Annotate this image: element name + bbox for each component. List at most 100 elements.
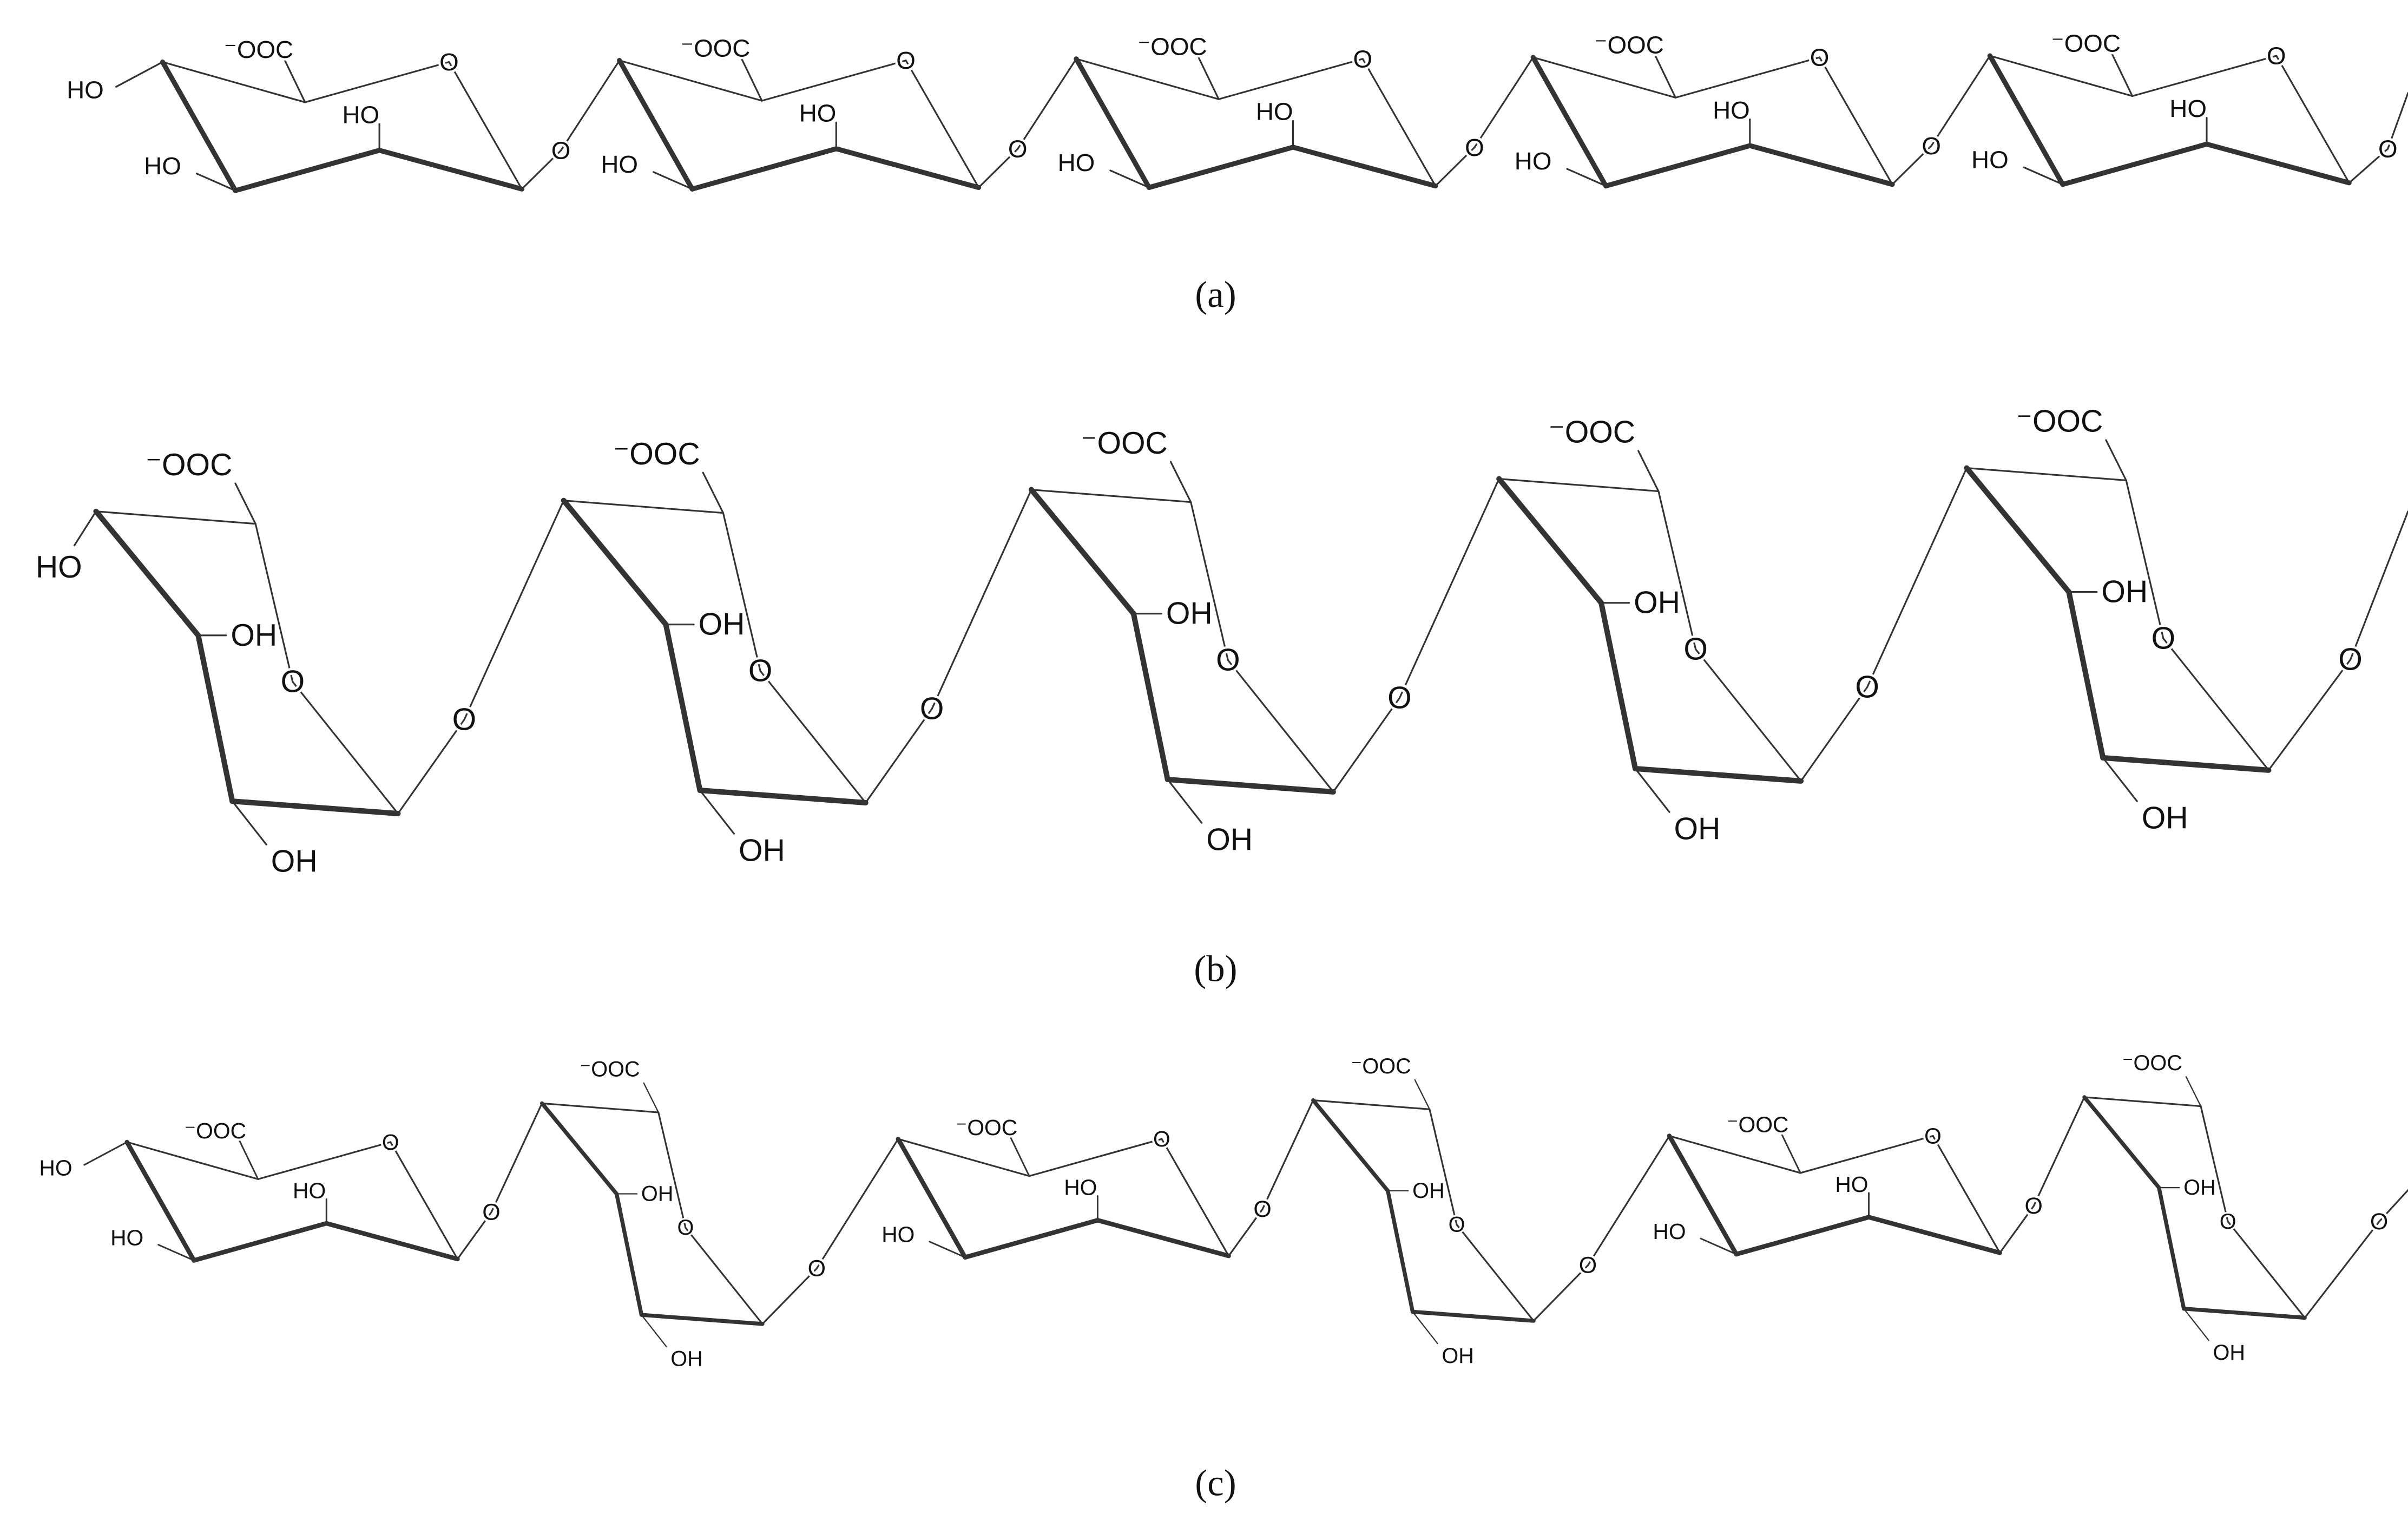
ring-bond [689, 146, 839, 192]
ring-bond [1532, 56, 1676, 99]
carboxylate-label: ⁻OOC [1137, 32, 1207, 60]
ring-bond [448, 61, 523, 190]
ring-bond [1747, 143, 1895, 187]
carboxylate-label-bond [739, 55, 763, 102]
ring-bond [2182, 1307, 2307, 1320]
ring-bond [1074, 56, 1152, 190]
hydroxyl-label-bond [2102, 757, 2138, 802]
ring-bond [1456, 1223, 1535, 1322]
ring-bond [1799, 1135, 1934, 1174]
hydroxyl-label: OH [739, 834, 785, 868]
glycosidic-bond [463, 500, 565, 721]
ring-bond [1603, 143, 1753, 189]
ring-bond [1496, 476, 1604, 606]
residue: ⁻OOC HO HO O [1512, 29, 1895, 189]
ring-bond [1657, 490, 1697, 651]
panel-caption: (a) [1195, 274, 1236, 315]
ring-bond [1146, 145, 1296, 190]
hydroxyl-label: HO [1064, 1175, 1097, 1200]
ring-bond [759, 670, 867, 804]
linkage-oxygen-label: O [1008, 135, 1028, 163]
ring-bond [1095, 1218, 1231, 1259]
carboxylate-label: ⁻OOC [613, 437, 700, 471]
panel: ⁻OOCOHOHHOO⁻OOCOHOHO⁻OOCOHOHO⁻OOCOHOHO⁻O… [34, 402, 2408, 989]
ring-bond [1668, 1135, 1801, 1174]
ring-oxygen-label: O [896, 47, 916, 74]
carboxylate-label: ⁻OOC [1727, 1112, 1788, 1137]
panel-caption: (c) [1195, 1463, 1236, 1504]
ring-oxygen-label: O [1924, 1123, 1942, 1148]
ring-bond [833, 146, 982, 190]
carboxylate-label-bond [1653, 51, 1676, 99]
ring-bond [657, 1111, 687, 1229]
hydroxyl-label-bond [1109, 169, 1150, 188]
ring-oxygen-label: O [1683, 632, 1708, 667]
glycosidic-bond [560, 60, 621, 152]
panel: ⁻OOCHOHOHOO⁻OOCOHOHO⁻OOCHOHOO⁻OOCOHOHO⁻O… [37, 1050, 2408, 1504]
hydroxyl-label: OH [2183, 1176, 2216, 1200]
hydroxyl-label-bond [1566, 168, 1607, 187]
hydroxyl-label: OH [1412, 1179, 1445, 1203]
glycosidic-bond [521, 149, 562, 190]
hydroxyl-label-bond [641, 1314, 667, 1347]
linkage-oxygen-label: O [1387, 680, 1412, 715]
hydroxyl-label: OH [1634, 586, 1680, 620]
carboxylate-label-bond [1008, 1133, 1030, 1177]
ring-oxygen-label: O [1810, 43, 1830, 71]
hydroxyl-label: OH [271, 844, 318, 879]
hydroxyl-label-bond [1412, 1311, 1438, 1345]
terminal-hydroxyl-label: HO [39, 1155, 72, 1180]
hydroxyl-label-bond [1700, 1237, 1738, 1255]
ring-bond [1818, 56, 1893, 186]
hydroxyl-label-bond [1634, 768, 1670, 813]
ring-bond [1932, 1135, 2001, 1254]
carboxylate-label: ⁻OOC [1351, 1054, 1411, 1078]
ring-bond [1410, 1309, 1536, 1323]
hydroxyl-label-bond [2183, 1308, 2209, 1341]
ring-bond [905, 60, 980, 188]
hydroxyl-label: OH [2213, 1341, 2246, 1365]
glycosidic-bond [865, 707, 933, 804]
ring-oxygen-label: O [2267, 42, 2286, 70]
ring-bond [2060, 141, 2209, 187]
ring-bond [685, 1227, 764, 1325]
glycosidic-bond [1587, 1135, 1670, 1267]
ring-bond [1866, 1215, 2002, 1255]
carboxylate-label-bond [1414, 1079, 1431, 1110]
ring-bond [2125, 479, 2164, 640]
carboxylate-label-bond [234, 482, 256, 525]
linkage-oxygen-label: O [1465, 134, 1484, 161]
ring-bond [1290, 145, 1438, 189]
ring-bond [1674, 56, 1821, 99]
carboxylate-label: ⁻OOC [580, 1058, 640, 1082]
glycosidic-bond [1930, 55, 1991, 147]
ring-bond [1598, 600, 1639, 771]
hydroxyl-label: OH [2101, 575, 2148, 609]
glycosidic-bond [1891, 145, 1932, 186]
ring-oxygen-label: O [439, 48, 459, 76]
carboxylate-label-bond [702, 471, 725, 514]
linkage-oxygen-label: O [2025, 1193, 2043, 1219]
carboxylate-label: ⁻OOC [1081, 426, 1168, 461]
carboxylate-label-bond [643, 1082, 659, 1113]
ring-bond [304, 61, 450, 103]
hydroxyl-label: OH [699, 607, 745, 642]
carboxylate-label: ⁻OOC [1549, 415, 1636, 450]
ring-bond [722, 512, 761, 672]
carboxylate-label: ⁻OOC [146, 448, 233, 482]
glycosidic-bond [1261, 1099, 1314, 1210]
ring-bond [195, 632, 235, 804]
carboxylate-label-bond [1779, 1131, 1801, 1174]
ring-bond [2082, 1095, 2161, 1190]
hydroxyl-label: OH [231, 618, 277, 653]
residue: ⁻OOC HO HO O [879, 1113, 1231, 1260]
panel-caption: (b) [1194, 948, 1237, 989]
panel: ⁻OOCHOHOHOO⁻OOCHOHOO⁻OOCHOHOO⁻OOCHOHOO⁻O… [64, 27, 2408, 315]
ring-bond [161, 61, 306, 103]
